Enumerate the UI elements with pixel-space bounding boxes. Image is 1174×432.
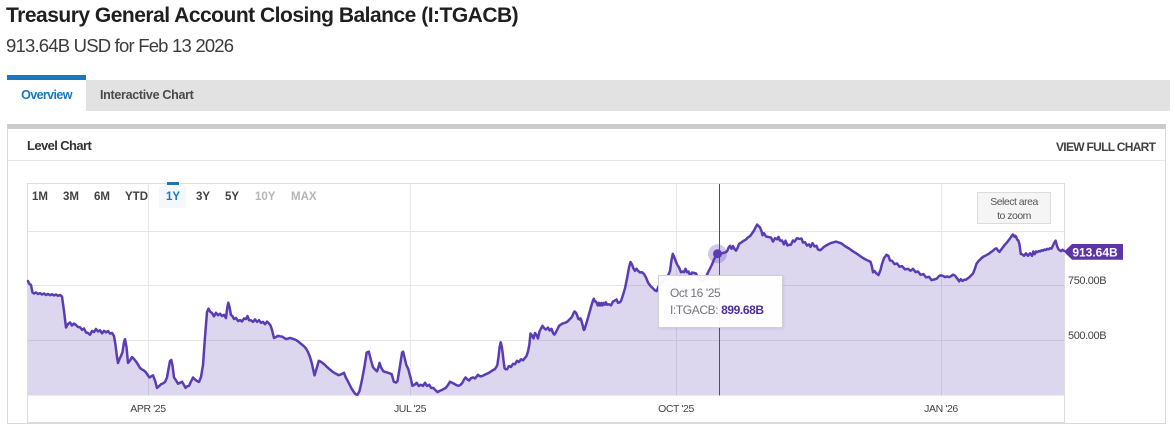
- svg-text:913.64B: 913.64B: [1072, 246, 1118, 260]
